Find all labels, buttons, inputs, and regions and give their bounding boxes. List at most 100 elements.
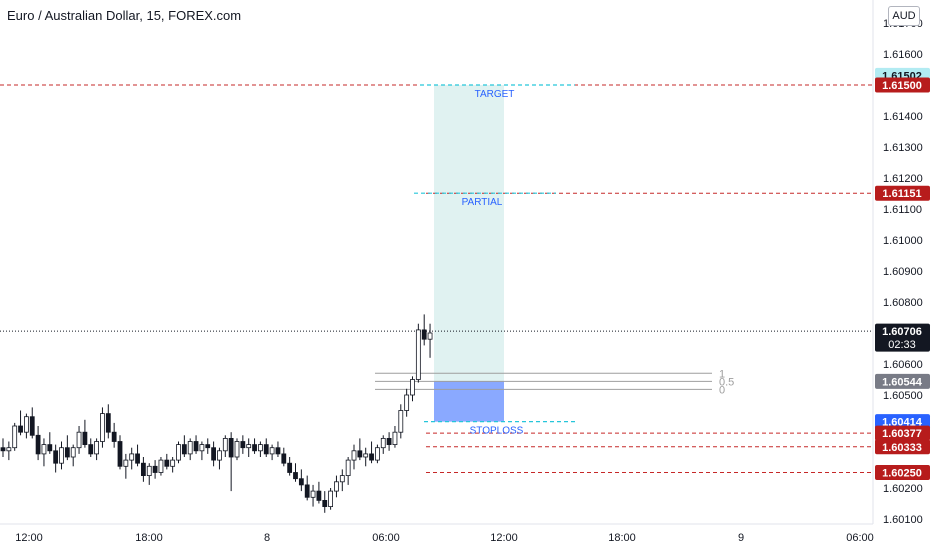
candle-body [94,441,99,455]
x-tick-label: 18:00 [135,532,163,544]
candle-body [345,459,351,477]
candle-body [234,441,240,458]
candle-body [392,431,398,446]
candle-body [310,490,316,498]
candle-body [76,431,82,449]
candle-body [415,329,421,380]
candle-body [6,447,12,452]
candle-body [386,437,392,445]
candle-body [257,444,263,452]
y-tick-label: 1.60900 [883,266,923,278]
candle-body [100,413,105,442]
currency-button[interactable]: AUD [888,6,920,26]
annotation-label: STOPLOSS [470,426,524,437]
price-label-bg [875,373,930,389]
candle-body [211,447,217,461]
candle-body [398,410,404,433]
x-tick-label: 06:00 [372,532,400,544]
price-label-bg [875,77,930,93]
candle-body [199,444,205,452]
price-label: 1.60333 [882,442,922,454]
fib-label: 1 [719,368,725,380]
price-label: 1.60250 [882,468,922,480]
candle-body [427,332,433,340]
candle-body [47,444,53,452]
candle-body [35,434,41,455]
price-label-bg [875,465,930,480]
price-label-bg [875,425,930,441]
fib-label: 0.5 [719,376,734,388]
candle-body [369,453,374,461]
candle-body [322,499,328,507]
candle-body [240,441,246,449]
y-tick-label: 1.60200 [883,483,923,495]
candle-body [140,462,146,477]
candle-body [18,425,23,433]
candle-body [135,453,140,464]
loss-zone [434,381,504,422]
y-tick-label: 1.61400 [883,111,923,123]
candle-body [275,447,281,455]
price-label: 1.61151 [882,188,921,200]
candle-body [64,447,70,458]
y-tick-label: 1.61600 [883,49,923,61]
candle-body [152,465,158,473]
candle-body [404,394,410,411]
candle-body [0,447,6,452]
candle-body [339,475,345,483]
candle-body [293,472,298,480]
candle-body [263,444,269,455]
candle-body [146,465,152,476]
x-tick-label: 18:00 [608,532,636,544]
candle-body [170,459,176,467]
candle-body [269,447,275,455]
candle-body [176,444,181,461]
candle-body [164,459,170,467]
price-label-bg [875,323,930,352]
candle-body [410,379,415,396]
countdown-label: 02:33 [888,339,916,351]
x-tick-label: 12:00 [490,532,518,544]
price-label: 1.60706 [882,326,922,338]
y-tick-label: 1.60600 [883,359,923,371]
price-label-bg [875,185,930,201]
candle-body [287,462,293,473]
candle-body [246,444,252,449]
price-label-bg [875,439,930,455]
candle-body [111,431,117,442]
y-tick-label: 1.61100 [883,204,922,216]
candle-body [281,453,287,464]
candle-body [187,441,193,455]
candle-body [316,490,322,501]
y-tick-label: 1.61200 [883,173,923,185]
price-label-bg [875,414,930,430]
y-tick-label: 1.61000 [883,235,923,247]
candle-body [205,444,211,449]
candle-body [380,437,386,449]
candle-body [123,459,129,467]
candle-body [41,444,47,455]
candle-body [181,444,187,455]
candle-body [363,453,369,458]
profit-zone [434,85,504,382]
candle-body [53,450,59,464]
x-tick-label: 06:00 [846,532,874,544]
candle-body [304,484,310,498]
annotation-label: PARTIAL [462,197,503,208]
chart-title: Euro / Australian Dollar, 15, FOREX.com [7,8,242,23]
candle-body [298,478,304,486]
candle-body [82,431,88,446]
candle-body [29,416,35,436]
candle-body [193,441,199,452]
candle-body [12,425,18,449]
candle-body [88,444,94,455]
price-label: 1.60377 [882,428,922,440]
candle-body [117,441,123,467]
candle-body [23,416,29,433]
candle-body [421,329,427,340]
candle-body [351,450,357,461]
x-tick-label: 8 [264,532,270,544]
annotation-label: TARGET [475,89,515,100]
candle-body [158,459,164,473]
